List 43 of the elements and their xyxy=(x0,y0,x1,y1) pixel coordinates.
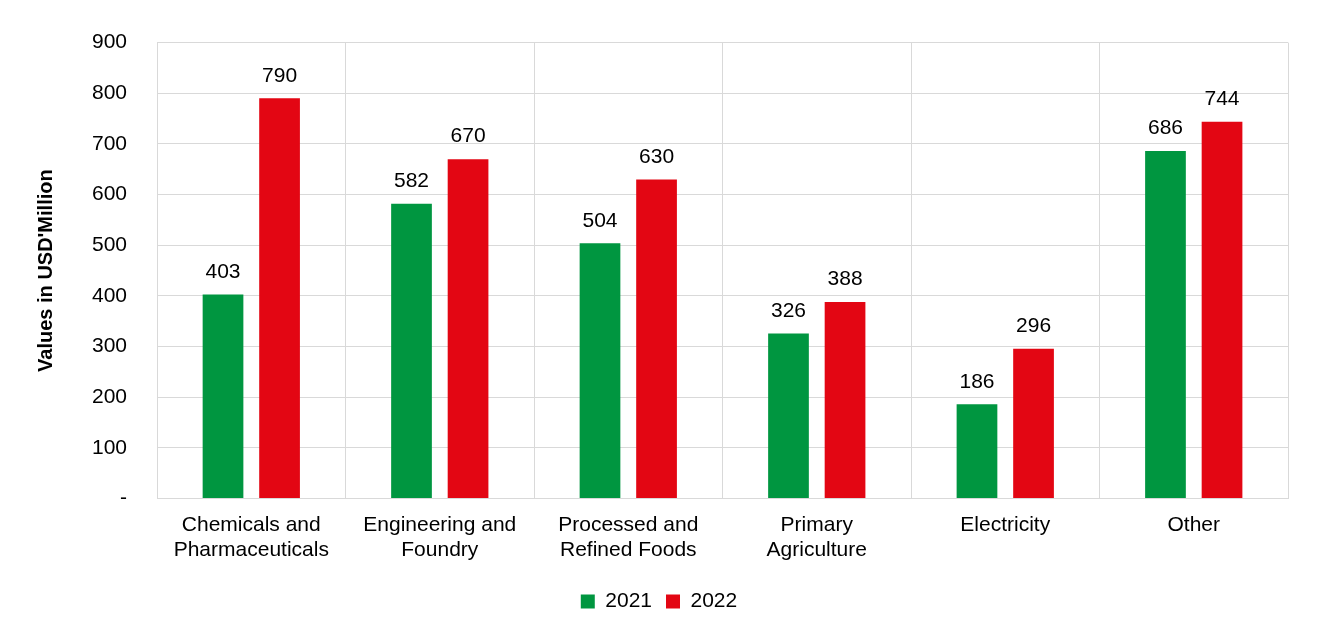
x-tick-label: Primary Agriculture xyxy=(766,512,867,561)
y-tick-label: 800 xyxy=(91,80,128,104)
bar xyxy=(636,179,677,499)
data-label: 630 xyxy=(639,143,675,167)
bar xyxy=(956,404,998,499)
data-label: 403 xyxy=(205,258,241,282)
bar xyxy=(824,302,866,499)
x-tick-label: Electricity xyxy=(960,512,1051,535)
y-tick-label: 500 xyxy=(91,232,128,256)
data-label: 296 xyxy=(1016,312,1052,336)
y-tick-label: 200 xyxy=(91,384,128,408)
data-label: 744 xyxy=(1204,85,1240,109)
data-label: 670 xyxy=(450,123,486,147)
x-tick-label: Other xyxy=(1167,512,1221,535)
bar xyxy=(391,203,432,499)
y-tick-label: 100 xyxy=(91,434,128,458)
legend-label: 2021 xyxy=(605,588,652,612)
bar xyxy=(1201,121,1243,499)
bar xyxy=(579,243,621,499)
bar xyxy=(202,294,244,499)
bar xyxy=(259,98,300,499)
x-tick-label: Engineering and Foundry xyxy=(363,512,517,561)
data-label: 186 xyxy=(959,368,995,392)
y-axis-title: Values in USD'Million xyxy=(33,169,56,372)
x-tick-label: Processed and Refined Foods xyxy=(558,512,699,561)
data-label: 326 xyxy=(770,297,807,321)
legend-label: 2022 xyxy=(690,588,738,612)
data-label: 790 xyxy=(262,62,298,86)
data-label: 686 xyxy=(1147,115,1183,139)
y-tick-label: 600 xyxy=(91,181,128,205)
y-tick-label: - xyxy=(120,485,128,509)
data-label: 582 xyxy=(393,168,430,192)
bar xyxy=(768,333,809,499)
bar xyxy=(1013,348,1054,499)
x-tick-label: Chemicals and Pharmaceuticals xyxy=(173,512,329,561)
bar xyxy=(447,159,489,499)
y-tick-label: 700 xyxy=(91,130,128,154)
y-tick-label: 900 xyxy=(91,29,128,53)
data-label: 504 xyxy=(582,207,618,231)
y-tick-label: 400 xyxy=(91,282,128,306)
data-label: 388 xyxy=(827,266,863,290)
y-tick-label: 300 xyxy=(91,333,128,357)
bar xyxy=(1145,151,1186,499)
